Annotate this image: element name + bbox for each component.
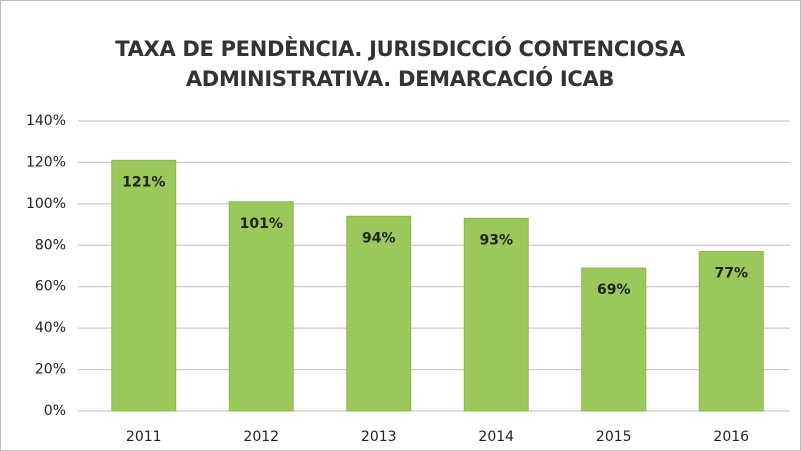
x-tick-label: 2013: [361, 429, 397, 445]
data-label: 121%: [122, 174, 165, 190]
y-tick-label: 60%: [35, 279, 66, 295]
data-label: 93%: [479, 232, 513, 248]
chart-title: TAXA DE PENDÈNCIA. JURISDICCIÓ CONTENCIO…: [115, 37, 685, 91]
bar: [228, 201, 294, 412]
x-tick-label: 2011: [126, 429, 162, 445]
bar: [346, 215, 412, 412]
bar: [698, 251, 764, 412]
bar: [581, 267, 647, 412]
data-label: 94%: [362, 230, 396, 246]
y-tick-label: 0%: [44, 403, 66, 419]
data-label: 69%: [597, 282, 631, 298]
y-tick-label: 20%: [35, 362, 66, 378]
y-tick-label: 100%: [26, 196, 66, 212]
y-tick-label: 140%: [26, 113, 66, 129]
y-tick-label: 40%: [35, 320, 66, 336]
x-tick-label: 2012: [243, 429, 279, 445]
data-label: 101%: [240, 216, 283, 232]
data-label: 77%: [714, 266, 748, 282]
bar: [463, 217, 529, 412]
x-tick-label: 2014: [478, 429, 514, 445]
x-tick-label: 2016: [713, 429, 749, 445]
x-tick-label: 2015: [596, 429, 632, 445]
y-tick-label: 120%: [26, 154, 66, 170]
y-tick-label: 80%: [35, 237, 66, 253]
bar: [111, 159, 177, 412]
